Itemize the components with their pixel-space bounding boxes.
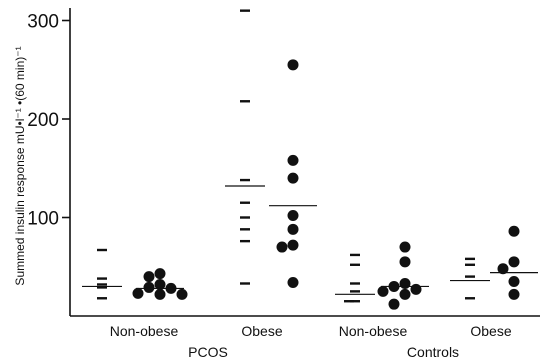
data-point xyxy=(143,271,155,283)
data-point xyxy=(132,287,144,299)
group-label: PCOS xyxy=(188,344,228,360)
data-point xyxy=(287,172,299,184)
y-tick-label: 200 xyxy=(27,110,59,131)
data-point xyxy=(287,223,299,235)
data-point xyxy=(508,256,520,268)
data-point xyxy=(287,59,299,71)
y-axis-label: Summed insulin response mU•l⁻¹ •(60 min)… xyxy=(13,46,27,285)
data-point xyxy=(399,277,411,289)
data-point xyxy=(287,154,299,166)
category-label: Non-obese xyxy=(339,323,408,339)
y-tick-label: 300 xyxy=(27,12,59,33)
data-point xyxy=(388,298,400,310)
category-labels: Non-obese Obese Non-obese Obese PCOS Controls xyxy=(110,323,512,360)
group-label: Controls xyxy=(407,344,459,360)
data-point xyxy=(287,239,299,251)
category-label: Obese xyxy=(241,323,282,339)
data-point xyxy=(508,288,520,300)
data-point xyxy=(508,276,520,288)
data-point xyxy=(410,283,422,295)
y-ticks: 100 200 300 xyxy=(27,12,70,230)
data-point xyxy=(399,241,411,253)
category-label: Non-obese xyxy=(110,323,179,339)
data-point xyxy=(399,288,411,300)
data-point xyxy=(399,256,411,268)
data-point xyxy=(377,285,389,297)
data-point xyxy=(287,277,299,289)
data-point xyxy=(287,210,299,222)
data-point xyxy=(508,225,520,237)
data-point xyxy=(143,281,155,293)
data-point xyxy=(497,263,509,275)
data-marks xyxy=(82,9,538,310)
data-point xyxy=(276,241,288,253)
data-point xyxy=(154,268,166,280)
category-label: Obese xyxy=(470,323,511,339)
data-point xyxy=(154,278,166,290)
data-point xyxy=(176,288,188,300)
data-point xyxy=(154,288,166,300)
y-tick-label: 100 xyxy=(27,209,59,230)
